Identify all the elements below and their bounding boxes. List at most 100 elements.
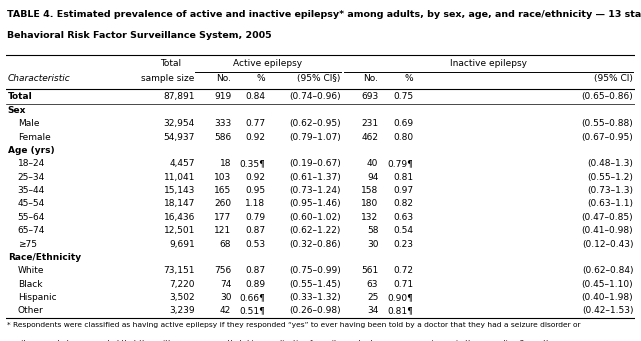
Text: 462: 462 bbox=[362, 133, 378, 142]
Text: epilepsy and also responded that they either were currently taking medication fo: epilepsy and also responded that they ei… bbox=[7, 340, 567, 341]
Text: 0.72: 0.72 bbox=[394, 266, 413, 275]
Text: 0.79: 0.79 bbox=[245, 213, 265, 222]
Text: No.: No. bbox=[216, 74, 231, 83]
Text: 260: 260 bbox=[214, 199, 231, 208]
Text: 177: 177 bbox=[214, 213, 231, 222]
Text: Total: Total bbox=[8, 92, 33, 102]
Text: 0.80: 0.80 bbox=[394, 133, 413, 142]
Text: * Respondents were classified as having active epilepsy if they responded “yes” : * Respondents were classified as having … bbox=[7, 322, 581, 328]
Text: (0.73–1.24): (0.73–1.24) bbox=[289, 186, 340, 195]
Text: (0.62–0.95): (0.62–0.95) bbox=[289, 119, 340, 128]
Text: (0.63–1.1): (0.63–1.1) bbox=[587, 199, 633, 208]
Text: (0.19–0.67): (0.19–0.67) bbox=[289, 159, 340, 168]
Text: 0.87: 0.87 bbox=[245, 226, 265, 235]
Text: 87,891: 87,891 bbox=[163, 92, 195, 102]
Text: 3,239: 3,239 bbox=[169, 306, 195, 315]
Text: 561: 561 bbox=[361, 266, 378, 275]
Text: 73,151: 73,151 bbox=[163, 266, 195, 275]
Text: 0.51¶: 0.51¶ bbox=[239, 306, 265, 315]
Text: Race/Ethnicity: Race/Ethnicity bbox=[8, 253, 81, 262]
Text: 35–44: 35–44 bbox=[18, 186, 45, 195]
Text: 0.90¶: 0.90¶ bbox=[387, 293, 413, 302]
Text: 121: 121 bbox=[214, 226, 231, 235]
Text: Behavioral Risk Factor Surveillance System, 2005: Behavioral Risk Factor Surveillance Syst… bbox=[7, 31, 272, 40]
Text: 16,436: 16,436 bbox=[163, 213, 195, 222]
Text: White: White bbox=[18, 266, 44, 275]
Text: 30: 30 bbox=[367, 239, 378, 249]
Text: (0.12–0.43): (0.12–0.43) bbox=[582, 239, 633, 249]
Text: 0.92: 0.92 bbox=[246, 173, 265, 182]
Text: (95% CI§): (95% CI§) bbox=[297, 74, 340, 83]
Text: (95% CI): (95% CI) bbox=[594, 74, 633, 83]
Text: 231: 231 bbox=[361, 119, 378, 128]
Text: (0.48–1.3): (0.48–1.3) bbox=[587, 159, 633, 168]
Text: (0.55–0.88): (0.55–0.88) bbox=[581, 119, 633, 128]
Text: 0.69: 0.69 bbox=[394, 119, 413, 128]
Text: 34: 34 bbox=[367, 306, 378, 315]
Text: 158: 158 bbox=[361, 186, 378, 195]
Text: Active epilepsy: Active epilepsy bbox=[233, 59, 303, 68]
Text: 58: 58 bbox=[367, 226, 378, 235]
Text: 4,457: 4,457 bbox=[169, 159, 195, 168]
Text: 3,502: 3,502 bbox=[169, 293, 195, 302]
Text: sample size: sample size bbox=[142, 74, 195, 83]
Text: (0.67–0.95): (0.67–0.95) bbox=[581, 133, 633, 142]
Text: 65–74: 65–74 bbox=[18, 226, 45, 235]
Text: (0.55–1.45): (0.55–1.45) bbox=[289, 280, 340, 288]
Text: 919: 919 bbox=[214, 92, 231, 102]
Text: 165: 165 bbox=[214, 186, 231, 195]
Text: 54,937: 54,937 bbox=[163, 133, 195, 142]
Text: 12,501: 12,501 bbox=[163, 226, 195, 235]
Text: 74: 74 bbox=[220, 280, 231, 288]
Text: (0.40–1.98): (0.40–1.98) bbox=[582, 293, 633, 302]
Text: ≥75: ≥75 bbox=[18, 239, 37, 249]
Text: 9,691: 9,691 bbox=[169, 239, 195, 249]
Text: 32,954: 32,954 bbox=[163, 119, 195, 128]
Text: 0.97: 0.97 bbox=[394, 186, 413, 195]
Text: Hispanic: Hispanic bbox=[18, 293, 56, 302]
Text: 11,041: 11,041 bbox=[163, 173, 195, 182]
Text: (0.95–1.46): (0.95–1.46) bbox=[289, 199, 340, 208]
Text: (0.42–1.53): (0.42–1.53) bbox=[582, 306, 633, 315]
Text: Male: Male bbox=[18, 119, 39, 128]
Text: 0.95: 0.95 bbox=[245, 186, 265, 195]
Text: 132: 132 bbox=[361, 213, 378, 222]
Text: 0.63: 0.63 bbox=[394, 213, 413, 222]
Text: 0.89: 0.89 bbox=[245, 280, 265, 288]
Text: 0.81: 0.81 bbox=[394, 173, 413, 182]
Text: %: % bbox=[405, 74, 413, 83]
Text: Other: Other bbox=[18, 306, 44, 315]
Text: 0.79¶: 0.79¶ bbox=[387, 159, 413, 168]
Text: (0.73–1.3): (0.73–1.3) bbox=[587, 186, 633, 195]
Text: (0.45–1.10): (0.45–1.10) bbox=[582, 280, 633, 288]
Text: 0.92: 0.92 bbox=[246, 133, 265, 142]
Text: 693: 693 bbox=[361, 92, 378, 102]
Text: No.: No. bbox=[363, 74, 378, 83]
Text: 0.87: 0.87 bbox=[245, 266, 265, 275]
Text: 55–64: 55–64 bbox=[18, 213, 45, 222]
Text: 180: 180 bbox=[361, 199, 378, 208]
Text: 25: 25 bbox=[367, 293, 378, 302]
Text: 586: 586 bbox=[214, 133, 231, 142]
Text: 0.81¶: 0.81¶ bbox=[387, 306, 413, 315]
Text: 15,143: 15,143 bbox=[163, 186, 195, 195]
Text: 0.53: 0.53 bbox=[245, 239, 265, 249]
Text: (0.79–1.07): (0.79–1.07) bbox=[289, 133, 340, 142]
Text: 40: 40 bbox=[367, 159, 378, 168]
Text: 42: 42 bbox=[220, 306, 231, 315]
Text: (0.32–0.86): (0.32–0.86) bbox=[289, 239, 340, 249]
Text: Black: Black bbox=[18, 280, 42, 288]
Text: 7,220: 7,220 bbox=[169, 280, 195, 288]
Text: 333: 333 bbox=[214, 119, 231, 128]
Text: 18: 18 bbox=[220, 159, 231, 168]
Text: (0.62–1.22): (0.62–1.22) bbox=[289, 226, 340, 235]
Text: 103: 103 bbox=[214, 173, 231, 182]
Text: (0.74–0.96): (0.74–0.96) bbox=[289, 92, 340, 102]
Text: 0.82: 0.82 bbox=[394, 199, 413, 208]
Text: TABLE 4. Estimated prevalence of active and inactive epilepsy* among adults, by : TABLE 4. Estimated prevalence of active … bbox=[7, 10, 641, 19]
Text: %: % bbox=[256, 74, 265, 83]
Text: (0.65–0.86): (0.65–0.86) bbox=[581, 92, 633, 102]
Text: 18,147: 18,147 bbox=[163, 199, 195, 208]
Text: 0.35¶: 0.35¶ bbox=[239, 159, 265, 168]
Text: 25–34: 25–34 bbox=[18, 173, 45, 182]
